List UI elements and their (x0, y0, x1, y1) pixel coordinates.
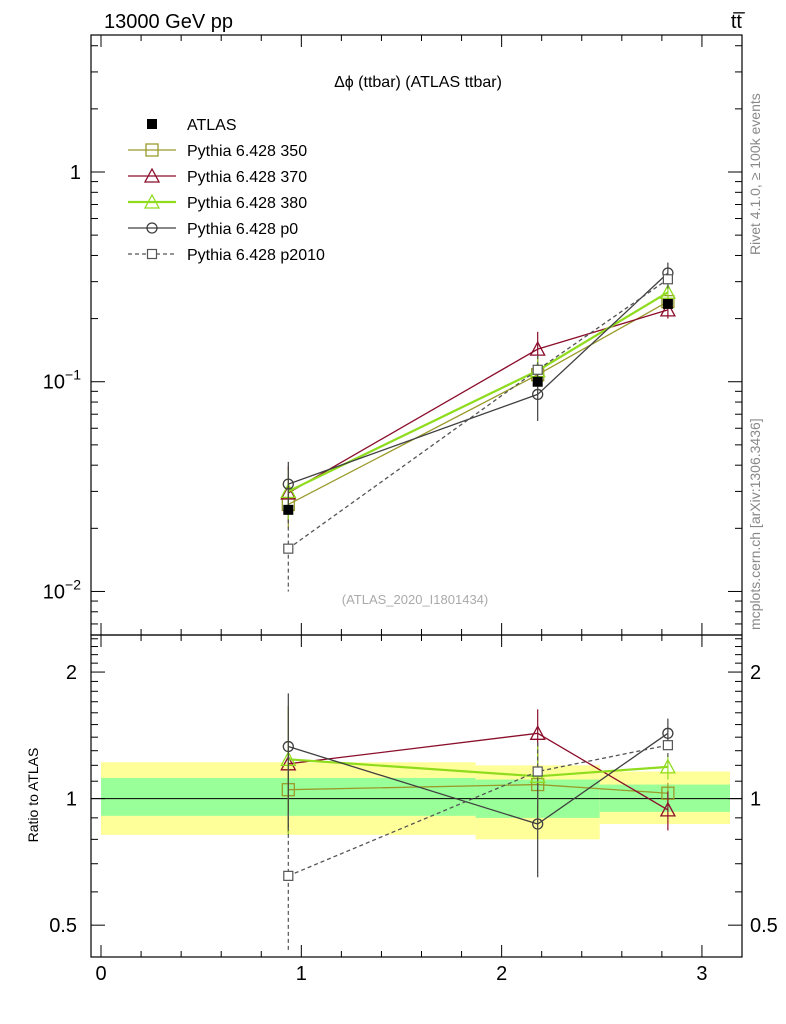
legend-marker (143, 167, 161, 183)
rivet-version-label: Rivet 4.1.0, ≥ 100k events (747, 93, 763, 255)
legend-label: ATLAS (187, 117, 237, 134)
y-tick-label: 10−1 (43, 367, 81, 394)
x-tick-label: 3 (696, 963, 707, 985)
series-point (662, 274, 673, 285)
legend-label: Pythia 6.428 370 (187, 169, 307, 186)
atlas-data-point (532, 376, 543, 387)
series-point (283, 543, 294, 554)
series-point (659, 283, 676, 299)
legend: ATLAS Pythia 6.428 350 Pythia 6.428 370 Pyt… (128, 117, 325, 264)
series-line (287, 309, 669, 494)
series-point (282, 478, 294, 490)
y-tick-label: 1 (66, 789, 77, 811)
series-line (288, 272, 669, 485)
x-tick-label: 0 (95, 963, 106, 985)
chart-title: Δϕ (ttbar) (ATLAS ttbar) (334, 74, 502, 91)
ratio-point (532, 818, 544, 830)
y-tick-label: 10−2 (43, 576, 81, 603)
x-tick-label: 1 (296, 963, 307, 985)
ratio-point (529, 724, 546, 740)
ratio-point (659, 758, 676, 774)
legend-marker (145, 143, 159, 157)
y-tick-label: 2 (750, 662, 761, 684)
y-tick-label: 0.5 (49, 915, 77, 937)
legend-marker (143, 193, 161, 209)
ratio-series-line (288, 744, 669, 877)
atlas-data-point (662, 298, 673, 309)
analysis-tag: (ATLAS_2020_I1801434) (342, 592, 488, 607)
ratio-point (282, 740, 294, 753)
legend-marker (147, 119, 157, 129)
header-process-label: tt̅ (731, 11, 745, 33)
legend-label: Pythia 6.428 350 (187, 143, 307, 160)
legend-marker (146, 248, 158, 260)
ratio-point (662, 727, 674, 739)
legend-label: Pythia 6.428 380 (187, 195, 307, 212)
ratio-point (532, 766, 543, 777)
series-line (287, 291, 669, 493)
ratio-panel-frame (90, 634, 743, 958)
ratio-point (662, 740, 673, 751)
series-point (532, 364, 543, 375)
legend-marker (146, 222, 158, 234)
ratio-axis-label: Ratio to ATLAS (25, 748, 41, 843)
ratio-panel: 0 1 2 3 2 2 1 1 0.5 0.5 (49, 634, 778, 985)
series-point (659, 301, 676, 317)
series-line (287, 278, 669, 550)
ratio-point (283, 870, 294, 881)
y-tick-label: 1 (70, 162, 81, 184)
legend-label: Pythia 6.428 p0 (187, 221, 298, 238)
y-tick-label: 2 (66, 662, 77, 684)
atlas-data-point (283, 504, 294, 515)
mcplots-label: mcplots.cern.ch [arXiv:1306.3436] (747, 418, 763, 630)
ratio-point (659, 801, 676, 817)
y-tick-label: 1 (750, 789, 761, 811)
header-energy-label: 13000 GeV pp (104, 11, 233, 33)
x-tick-label: 2 (496, 963, 507, 985)
legend-label: Pythia 6.428 p2010 (187, 247, 325, 264)
series-line (288, 301, 669, 506)
series-point (532, 388, 544, 401)
y-tick-label: 0.5 (750, 915, 778, 937)
